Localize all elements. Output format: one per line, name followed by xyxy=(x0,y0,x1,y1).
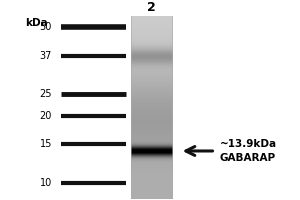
Text: 37: 37 xyxy=(40,51,52,61)
Text: 2: 2 xyxy=(147,1,156,14)
Text: 10: 10 xyxy=(40,178,52,188)
Text: kDa: kDa xyxy=(25,18,48,28)
Text: GABARAP: GABARAP xyxy=(220,153,276,163)
Text: 50: 50 xyxy=(40,22,52,32)
Text: 15: 15 xyxy=(40,139,52,149)
Text: 25: 25 xyxy=(39,89,52,99)
Text: 20: 20 xyxy=(40,111,52,121)
Text: ~13.9kDa: ~13.9kDa xyxy=(220,139,277,149)
